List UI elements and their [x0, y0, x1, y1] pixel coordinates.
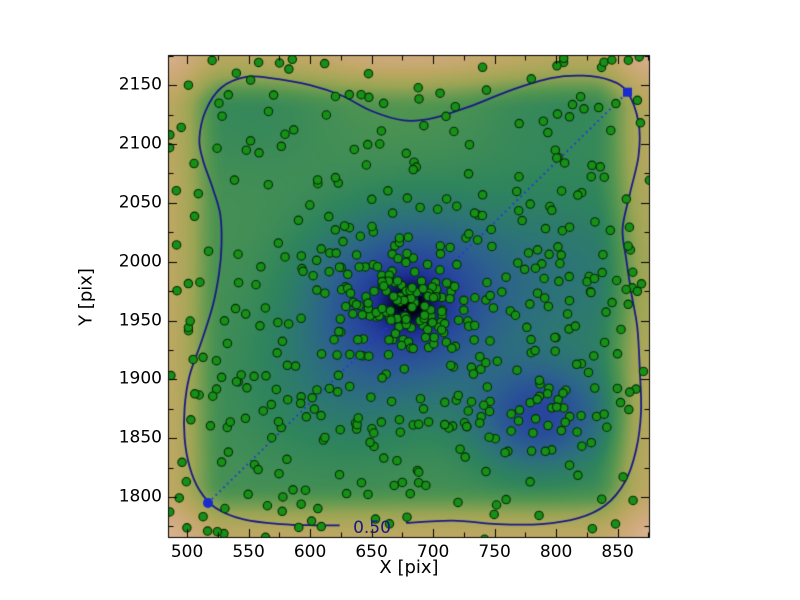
x-axis-label: X [pix] [379, 557, 439, 578]
y-tick-label: 1800 [118, 486, 162, 507]
y-tick-label: 1900 [118, 368, 162, 389]
x-tick-label: 850 [601, 542, 634, 562]
contour-level-label: 0.50 [353, 518, 391, 538]
x-tick-label: 700 [416, 542, 450, 562]
y-tick-label: 1950 [118, 310, 162, 331]
y-tick-label: 2050 [118, 192, 162, 213]
y-tick-label: 1850 [118, 427, 162, 448]
x-tick-label: 650 [355, 542, 388, 562]
x-tick-label: 550 [232, 542, 265, 562]
x-tick-label: 750 [478, 542, 511, 562]
y-axis-label: Y [pix] [75, 268, 97, 326]
y-tick-label: 2100 [118, 133, 162, 154]
x-tick-label: 600 [293, 542, 327, 562]
y-tick-label: 2150 [118, 74, 162, 95]
x-tick-label: 800 [539, 542, 573, 562]
y-tick-label: 2000 [118, 251, 162, 272]
x-tick-label: 500 [170, 542, 204, 562]
